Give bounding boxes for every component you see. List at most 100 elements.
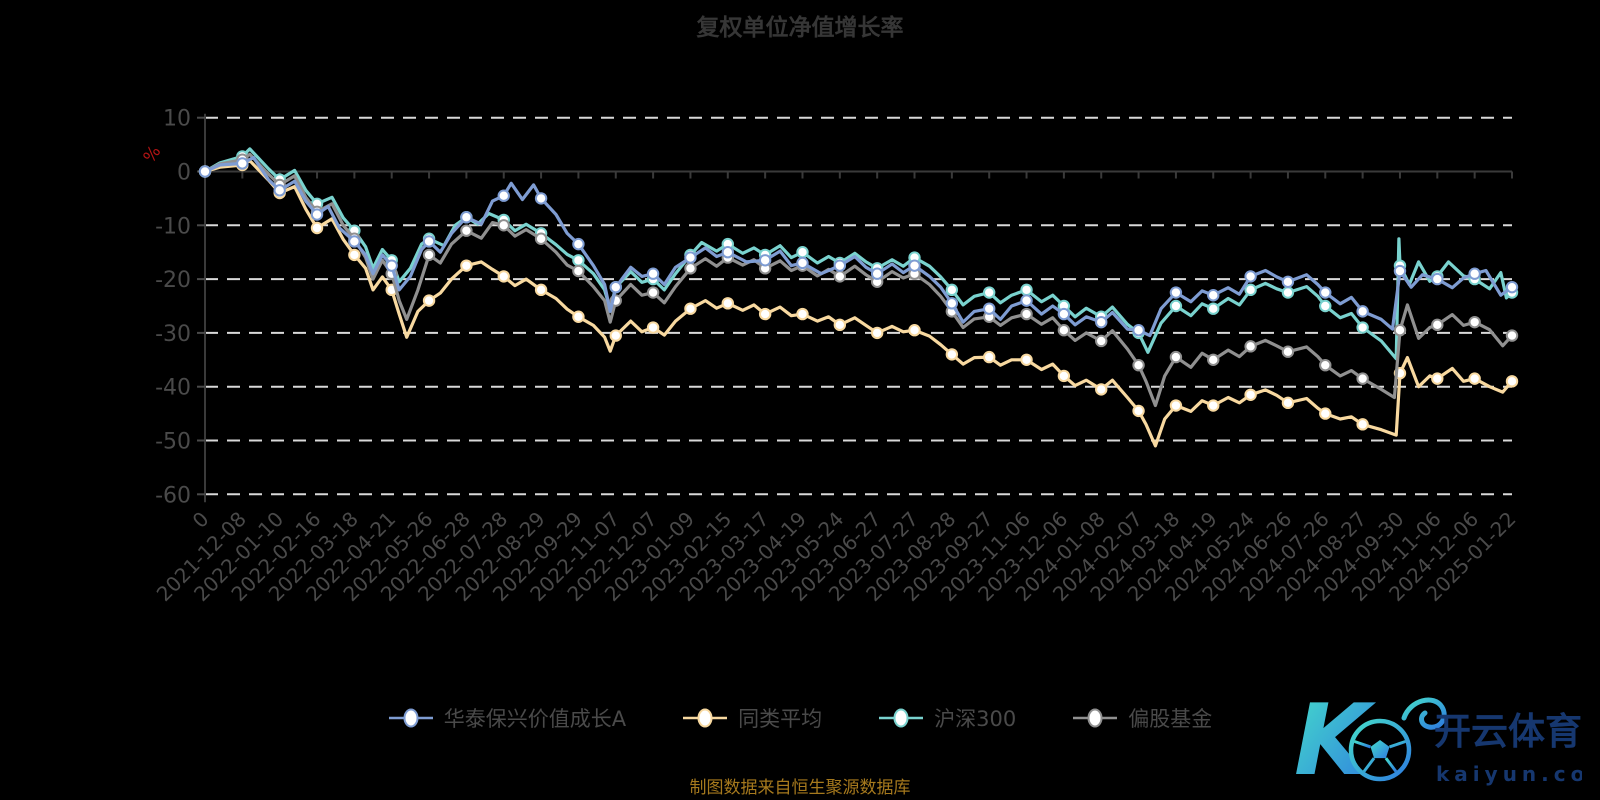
y-axis-label: -30: [155, 322, 191, 347]
plot-svg: 100-10-20-30-40-50-6002021-12-082022-01-…: [140, 107, 1521, 606]
series-marker-沪深300: [1020, 283, 1033, 297]
legend-item-华泰保兴价值成长A[interactable]: 华泰保兴价值成长A: [388, 703, 626, 733]
y-axis-label: -40: [155, 376, 191, 401]
series-marker-同类平均: [721, 297, 734, 310]
legend-item-同类平均[interactable]: 同类平均: [682, 703, 822, 733]
chart-title: 复权单位净值增长率: [696, 15, 904, 41]
y-axis-unit-label: %: [140, 142, 166, 167]
series-marker-沪深300: [572, 254, 585, 267]
series-marker-华泰保兴价值成长A: [1431, 272, 1444, 286]
series-marker-华泰保兴价值成长A: [1020, 294, 1033, 307]
legend-item-偏股基金[interactable]: 偏股基金: [1072, 703, 1212, 733]
legend-item-沪深300[interactable]: 沪深300: [878, 703, 1016, 733]
y-axis-label: 0: [177, 161, 191, 186]
series-marker-华泰保兴价值成长A: [1356, 305, 1369, 318]
series-marker-同类平均: [1319, 407, 1332, 420]
series-line-沪深300: [203, 147, 1514, 361]
series-marker-同类平均: [1020, 353, 1033, 366]
series-marker-同类平均: [348, 248, 361, 262]
series-marker-同类平均: [609, 329, 622, 342]
brand-name-zh: 开云体育: [1434, 710, 1582, 753]
series-marker-华泰保兴价值成长A: [273, 184, 286, 197]
legend-label: 偏股基金: [1128, 707, 1213, 731]
x-axis-label: 0: [188, 507, 214, 533]
series-marker-同类平均: [1468, 372, 1481, 385]
brand-domain: kaiyun.com: [1436, 762, 1582, 786]
y-axis-label: 10: [163, 107, 191, 132]
series-marker-偏股基金: [1169, 350, 1183, 364]
series-marker-同类平均: [833, 318, 847, 332]
series-marker-同类平均: [1207, 399, 1220, 412]
legend-label: 同类平均: [738, 707, 823, 731]
series-marker-偏股基金: [1319, 358, 1332, 372]
series-marker-华泰保兴价值成长A: [796, 256, 809, 270]
y-axis-label: -60: [155, 483, 191, 508]
series-marker-偏股基金: [684, 262, 697, 275]
legend-label: 华泰保兴价值成长A: [443, 707, 627, 731]
series-marker-华泰保兴价值成长A: [945, 297, 959, 310]
series-marker-偏股基金: [1020, 307, 1033, 321]
series-marker-同类平均: [572, 310, 585, 323]
series-marker-华泰保兴价值成长A: [646, 267, 660, 280]
series-marker-华泰保兴价值成长A: [422, 235, 436, 248]
series-marker-华泰保兴价值成长A: [534, 192, 548, 205]
series-marker-华泰保兴价值成长A: [572, 237, 585, 251]
y-axis-label: -20: [155, 268, 191, 293]
series-marker-偏股基金: [1505, 329, 1519, 342]
series-marker-华泰保兴价值成长A: [348, 235, 361, 248]
series-marker-同类平均: [908, 324, 921, 337]
series-marker-沪深300: [796, 246, 809, 259]
series-marker-沪深300: [1281, 286, 1295, 299]
series-marker-华泰保兴价值成长A: [198, 165, 212, 178]
series-marker-华泰保兴价值成长A: [1207, 289, 1220, 302]
soccer-ball-icon: [1348, 718, 1412, 782]
series-marker-偏股基金: [1281, 345, 1295, 358]
series-marker-同类平均: [1169, 399, 1183, 412]
y-axis-label: -10: [155, 214, 191, 239]
legend-marker-icon: [1073, 708, 1118, 728]
series-marker-偏股基金: [1207, 353, 1220, 366]
series-marker-偏股基金: [460, 224, 473, 237]
series-marker-沪深300: [1207, 302, 1220, 315]
series-marker-偏股基金: [1057, 324, 1071, 337]
series-line-同类平均: [203, 159, 1514, 448]
series-marker-偏股基金: [1431, 318, 1444, 332]
series-marker-华泰保兴价值成长A: [1505, 280, 1519, 294]
series-marker-华泰保兴价值成长A: [684, 251, 697, 264]
wave-swirl-icon: [1401, 697, 1447, 730]
series-marker-同类平均: [1244, 388, 1257, 401]
series-marker-偏股基金: [1244, 340, 1257, 353]
y-axis-label: -50: [155, 430, 191, 455]
series-marker-偏股基金: [572, 264, 585, 278]
series-marker-华泰保兴价值成长A: [236, 157, 249, 170]
series-marker-同类平均: [310, 221, 324, 235]
legend-label: 沪深300: [934, 707, 1017, 731]
series-marker-同类平均: [684, 302, 697, 315]
series-marker-同类平均: [1095, 383, 1108, 396]
series-marker-华泰保兴价值成长A: [1468, 267, 1481, 280]
series-marker-华泰保兴价值成长A: [908, 259, 921, 272]
series-marker-华泰保兴价值成长A: [870, 267, 884, 280]
legend-marker-icon: [683, 708, 728, 728]
series-marker-偏股基金: [534, 232, 548, 245]
series-marker-沪深300: [945, 283, 959, 297]
series-marker-沪深300: [1319, 299, 1332, 313]
kaiyun-k-mark: K: [1294, 684, 1447, 796]
series-marker-同类平均: [796, 307, 809, 321]
series-marker-偏股基金: [1393, 324, 1407, 337]
series-marker-同类平均: [758, 307, 772, 321]
series-marker-华泰保兴价值成长A: [1244, 270, 1257, 283]
series-marker-同类平均: [1356, 418, 1369, 431]
series-marker-华泰保兴价值成长A: [1281, 275, 1295, 288]
series-marker-华泰保兴价值成长A: [1319, 286, 1332, 299]
series-marker-华泰保兴价值成长A: [1393, 264, 1407, 278]
series-marker-同类平均: [983, 350, 996, 364]
legend-marker-icon: [388, 708, 433, 728]
series-marker-偏股基金: [1356, 372, 1369, 385]
series-marker-同类平均: [1431, 372, 1444, 385]
series-marker-华泰保兴价值成长A: [1095, 315, 1108, 329]
kaiyun-watermark[interactable]: K 开云体育 kaiyun.com: [1292, 684, 1582, 796]
series-marker-沪深300: [1244, 283, 1257, 297]
series-marker-同类平均: [460, 259, 473, 272]
series-marker-偏股基金: [1132, 358, 1145, 372]
